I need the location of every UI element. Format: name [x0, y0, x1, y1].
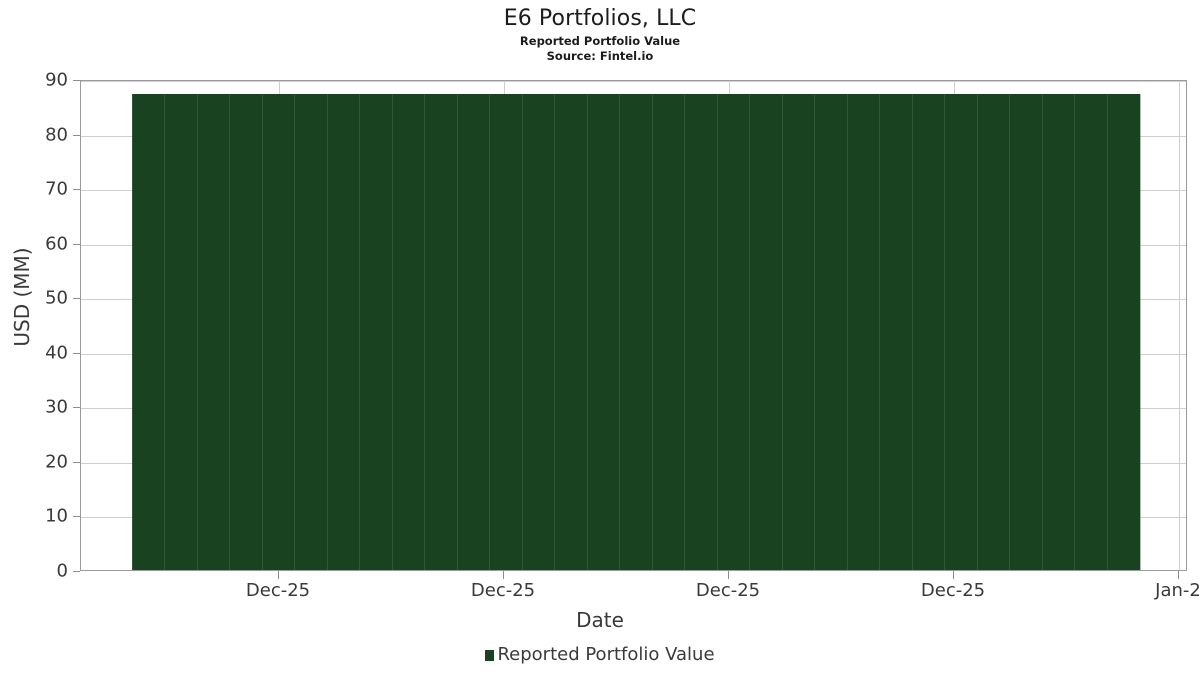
y-axis-tick-label: 30	[45, 396, 68, 418]
y-axis-tick-label: 0	[56, 560, 68, 582]
bar[interactable]	[196, 93, 231, 570]
plot-inner	[81, 81, 1186, 570]
y-axis-tick-mark	[73, 516, 80, 517]
bar[interactable]	[132, 93, 166, 570]
x-axis-tick-mark	[953, 571, 954, 579]
bar[interactable]	[1009, 93, 1043, 570]
y-axis-tick-label: 60	[45, 233, 68, 255]
bar[interactable]	[229, 93, 263, 570]
bar[interactable]	[879, 93, 913, 570]
y-axis-tick-mark	[73, 189, 80, 190]
x-axis-tick-label: Jan-2	[1155, 580, 1200, 601]
bar[interactable]	[911, 93, 945, 570]
chart-subtitle: Reported Portfolio Value	[519, 34, 681, 48]
legend-item-label: Reported Portfolio Value	[497, 644, 715, 665]
bar[interactable]	[294, 93, 328, 570]
y-axis-tick-label: 80	[45, 124, 68, 146]
bar-series	[81, 81, 1186, 570]
y-axis-tick-mark	[73, 462, 80, 463]
plot-area	[80, 80, 1187, 571]
bar[interactable]	[944, 93, 978, 570]
bar[interactable]	[456, 93, 490, 570]
legend-swatch-icon	[485, 649, 495, 661]
y-axis-tick-mark	[73, 353, 80, 354]
chart-header: E6 Portfolios, LLC Reported Portfolio Va…	[0, 0, 1200, 64]
bar[interactable]	[619, 93, 653, 570]
bar[interactable]	[521, 93, 555, 570]
bar[interactable]	[976, 93, 1010, 570]
y-axis-tick-mark	[73, 244, 80, 245]
x-axis-label: Date	[576, 608, 624, 632]
bar[interactable]	[1074, 93, 1108, 570]
y-axis-label: USD (MM)	[10, 247, 34, 347]
bar[interactable]	[1041, 93, 1075, 570]
bar[interactable]	[489, 93, 523, 570]
x-axis-tick-mark	[278, 571, 279, 579]
y-axis-tick-label: 70	[45, 178, 68, 200]
x-axis: Dec-25 Dec-25 Dec-25 Dec-25 Jan-2	[0, 571, 1200, 611]
x-axis-tick-mark	[503, 571, 504, 579]
y-axis-tick-label: 20	[45, 451, 68, 473]
y-axis-tick-label: 90	[45, 69, 68, 91]
bar[interactable]	[554, 93, 588, 570]
y-axis-tick-mark	[73, 80, 80, 81]
bar[interactable]	[424, 93, 458, 570]
bar[interactable]	[814, 93, 848, 570]
bar[interactable]	[164, 93, 198, 570]
bar[interactable]	[846, 93, 880, 570]
bar[interactable]	[359, 93, 393, 570]
y-axis-tick-label: 50	[45, 287, 68, 309]
bar[interactable]	[261, 93, 295, 570]
gridline	[81, 81, 1186, 82]
bar[interactable]	[781, 93, 815, 570]
x-axis-tick-label: Dec-25	[695, 580, 761, 601]
chart-source: Source: Fintel.io	[546, 49, 654, 63]
bar[interactable]	[586, 93, 620, 570]
bar[interactable]	[716, 93, 750, 570]
x-axis-tick-label: Dec-25	[245, 580, 311, 601]
bar[interactable]	[391, 93, 425, 570]
y-axis-tick-label: 10	[45, 505, 68, 527]
x-axis-tick-mark	[1178, 571, 1179, 579]
y-axis-tick-mark	[73, 407, 80, 408]
bar[interactable]	[326, 93, 360, 570]
y-axis-tick-mark	[73, 298, 80, 299]
bar[interactable]	[749, 93, 783, 570]
x-axis-tick-label: Dec-25	[920, 580, 986, 601]
bar[interactable]	[1106, 93, 1140, 570]
y-axis-tick-label: 40	[45, 342, 68, 364]
x-axis-tick-label: Dec-25	[470, 580, 536, 601]
y-axis: 0 10 20 30 40 50 60 70 80 90	[0, 70, 80, 582]
y-axis-tick-mark	[73, 571, 80, 572]
y-axis-tick-mark	[73, 135, 80, 136]
vertical-gridline	[1179, 81, 1180, 570]
page-title: E6 Portfolios, LLC	[503, 6, 697, 31]
legend: Reported Portfolio Value	[0, 645, 1200, 665]
x-axis-tick-mark	[728, 571, 729, 579]
bar[interactable]	[651, 93, 685, 570]
bar[interactable]	[684, 93, 718, 570]
